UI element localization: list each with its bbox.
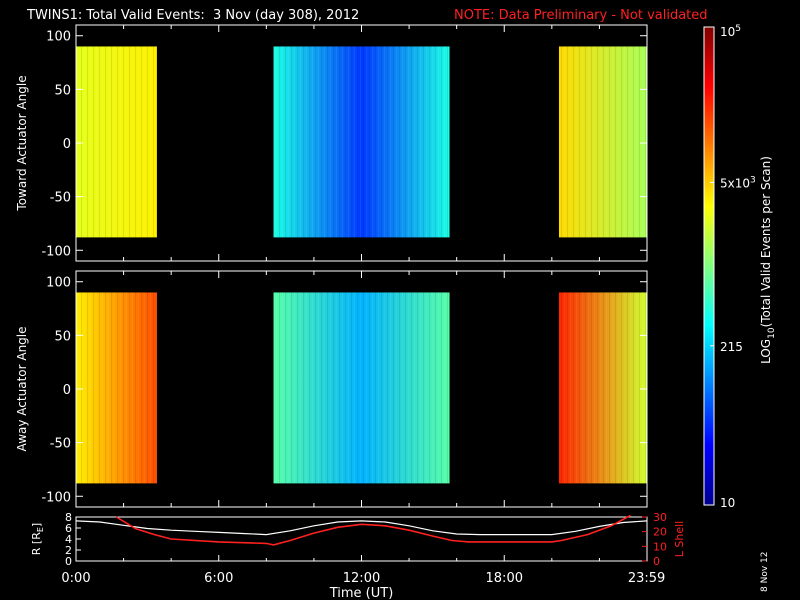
away-panel: -100 -50 0 50 100 Away Actuator Angle: [15, 270, 648, 508]
toward-ytick-label: -100: [41, 244, 71, 259]
lshell-series-line: [115, 514, 631, 546]
colorbar-tick-label: 215: [720, 340, 743, 354]
orbit-xtick-label: 18:00: [486, 571, 523, 586]
orbit-xtick-label: 0:00: [61, 571, 90, 586]
toward-ytick-label: -50: [50, 191, 71, 206]
toward-panel: -100 -50 0 50 100 Toward Actuator Angle: [15, 24, 648, 262]
toward-data-block-texture: [273, 46, 450, 238]
orbit-ytick-label-right: 10: [653, 540, 667, 553]
away-ytick-label: 50: [54, 329, 71, 344]
radius-series-line: [75, 520, 648, 536]
orbit-xlabel: Time (UT): [329, 586, 394, 600]
away-data-block-texture: [76, 292, 157, 484]
away-ylabel: Away Actuator Angle: [15, 326, 29, 451]
away-ytick-label: 0: [63, 383, 71, 398]
toward-data-block-texture: [76, 46, 157, 238]
colorbar: 10 215 5x103 105 LOG10(Total Valid Events pe…: [703, 24, 777, 510]
away-data-block-texture: [558, 292, 647, 484]
toward-ytick-label: 0: [63, 137, 71, 152]
orbit-ytick-label-left: 6: [65, 522, 72, 535]
colorbar-tick-label: 10: [720, 496, 735, 510]
toward-ytick-label: 50: [54, 83, 71, 98]
preliminary-note: NOTE: Data Preliminary - Not validated: [454, 8, 708, 23]
orbit-xtick-label: 6:00: [204, 571, 233, 586]
plot-date-stamp: 8 Nov 12: [760, 551, 770, 592]
orbit-xtick-label: 23:59: [628, 571, 665, 586]
orbit-ytick-label-left: 4: [65, 533, 72, 546]
orbit-ytick-label-right: 30: [653, 511, 667, 524]
away-ytick-label: 100: [46, 276, 71, 291]
away-ytick-label: -100: [41, 490, 71, 505]
colorbar-label: LOG10(Total Valid Events per Scan): [759, 156, 777, 364]
orbit-xtick-label: 12:00: [343, 571, 380, 586]
orbit-ylabel-left: R [RE]: [30, 523, 45, 555]
away-ytick-label: -50: [50, 437, 71, 452]
toward-ytick-label: 100: [46, 30, 71, 45]
colorbar-frame: [703, 26, 715, 506]
toward-data-block-texture: [558, 46, 647, 238]
orbit-ylabel-right: L Shell: [673, 521, 686, 557]
colorbar-tick-label: 5x103: [720, 175, 756, 190]
away-data-block-texture: [273, 292, 450, 484]
orbit-ytick-label-left: 2: [65, 544, 72, 557]
title-text: TWINS1: Total Valid Events: 3 Nov (day 3…: [27, 8, 360, 23]
orbit-ytick-label-left: 0: [65, 555, 72, 568]
orbit-ytick-label-right: 20: [653, 526, 667, 539]
orbit-ytick-label-left: 8: [65, 511, 72, 524]
colorbar-tick-label: 105: [720, 24, 741, 39]
colorbar-gradient: [704, 27, 714, 505]
orbit-ytick-label-right: 0: [653, 555, 660, 568]
toward-ylabel: Toward Actuator Angle: [15, 75, 29, 211]
